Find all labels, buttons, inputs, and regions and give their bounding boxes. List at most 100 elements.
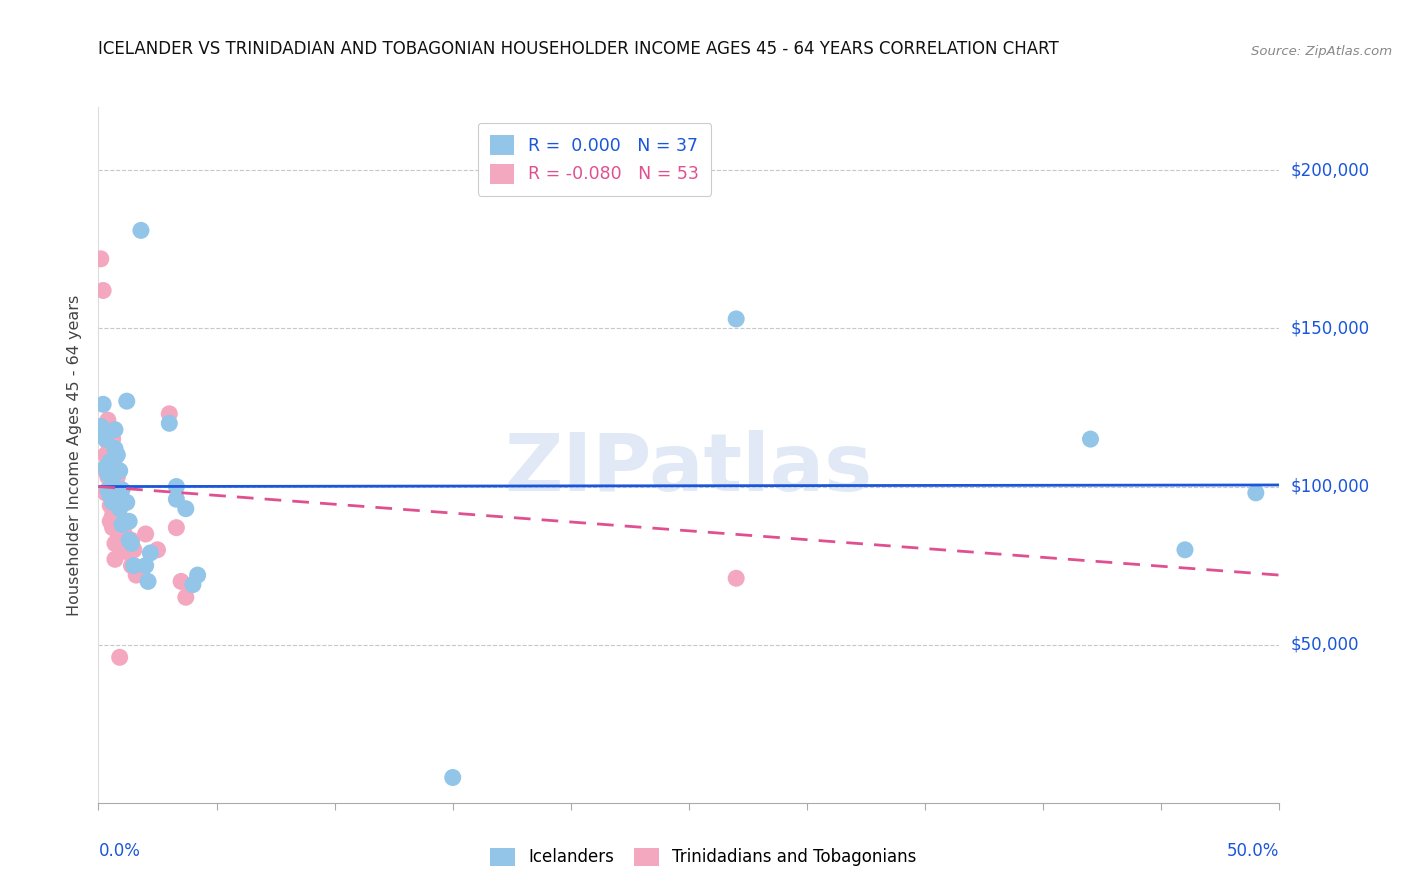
Point (105, 495, 128, 509)
Text: Source: ZipAtlas.com: Source: ZipAtlas.com (1251, 45, 1392, 58)
Point (135, 558, 157, 573)
Point (165, 521, 187, 535)
Point (101, 508, 124, 522)
Point (105, 448, 128, 462)
Point (94, 432, 117, 446)
Point (91, 397, 114, 411)
Point (94, 464, 117, 478)
Text: ICELANDER VS TRINIDADIAN AND TOBAGONIAN HOUSEHOLDER INCOME AGES 45 - 64 YEARS CO: ICELANDER VS TRINIDADIAN AND TOBAGONIAN … (98, 40, 1059, 58)
Point (111, 521, 134, 535)
Point (1080, 432, 1102, 446)
Point (97, 467, 120, 481)
Point (98, 423, 121, 437)
Point (139, 546, 162, 560)
Point (112, 527, 135, 541)
Text: $100,000: $100,000 (1291, 477, 1369, 496)
Point (115, 495, 138, 509)
Point (129, 223, 152, 237)
Point (98, 442, 121, 456)
Point (174, 501, 197, 516)
Point (118, 546, 141, 560)
Point (98, 460, 121, 475)
Point (104, 442, 127, 456)
Point (165, 492, 187, 507)
Point (174, 591, 197, 605)
Point (1244, 486, 1267, 500)
Point (111, 492, 134, 507)
Point (121, 558, 143, 573)
Text: $200,000: $200,000 (1291, 161, 1369, 179)
Point (101, 495, 124, 509)
Point (94, 460, 117, 475)
Text: $150,000: $150,000 (1291, 319, 1369, 337)
Point (122, 542, 145, 557)
Point (101, 432, 124, 446)
Point (91, 284, 114, 298)
Text: 50.0%: 50.0% (1227, 842, 1279, 860)
Point (97, 458, 120, 472)
Point (115, 536, 138, 550)
Point (97, 413, 120, 427)
Point (94, 486, 117, 500)
Point (101, 483, 124, 497)
Point (111, 542, 134, 557)
Point (97, 435, 120, 450)
Point (146, 542, 169, 557)
Point (104, 423, 127, 437)
Point (111, 483, 134, 497)
Text: $50,000: $50,000 (1291, 636, 1360, 654)
Legend: Icelanders, Trinidadians and Tobagonians: Icelanders, Trinidadians and Tobagonians (481, 839, 925, 875)
Point (122, 558, 145, 573)
Point (98, 489, 121, 503)
Point (104, 483, 127, 497)
Point (108, 501, 131, 516)
Point (118, 514, 141, 528)
Point (90, 419, 112, 434)
Point (98, 489, 121, 503)
Point (157, 417, 180, 431)
Point (441, 771, 464, 785)
Text: 0.0%: 0.0% (98, 842, 141, 860)
Point (104, 495, 127, 509)
Point (97, 470, 120, 484)
Point (157, 407, 180, 421)
Point (121, 536, 143, 550)
Point (118, 533, 141, 548)
Point (90, 252, 112, 266)
Point (725, 571, 748, 585)
Point (725, 312, 748, 326)
Point (165, 479, 187, 493)
Point (98, 454, 121, 468)
Text: ZIPatlas: ZIPatlas (505, 430, 873, 508)
Point (115, 394, 138, 409)
Point (136, 574, 159, 589)
Point (125, 568, 148, 582)
Point (105, 489, 128, 503)
Point (104, 467, 127, 481)
Point (104, 536, 127, 550)
Point (101, 521, 124, 535)
Point (105, 533, 128, 548)
Point (108, 650, 131, 665)
Point (101, 495, 124, 509)
Point (104, 552, 127, 566)
Point (108, 511, 131, 525)
Point (105, 470, 128, 484)
Point (98, 479, 121, 493)
Point (98, 514, 121, 528)
Point (98, 499, 121, 513)
Point (101, 448, 124, 462)
Legend: R =  0.000   N = 37, R = -0.080   N = 53: R = 0.000 N = 37, R = -0.080 N = 53 (478, 123, 711, 195)
Point (108, 483, 131, 497)
Point (121, 533, 143, 548)
Point (97, 483, 120, 497)
Point (105, 517, 128, 532)
Y-axis label: Householder Income Ages 45 - 64 years: Householder Income Ages 45 - 64 years (67, 294, 83, 615)
Point (1174, 542, 1197, 557)
Point (101, 467, 124, 481)
Point (111, 517, 134, 532)
Point (170, 574, 193, 589)
Point (108, 464, 131, 478)
Point (135, 527, 157, 541)
Point (187, 568, 209, 582)
